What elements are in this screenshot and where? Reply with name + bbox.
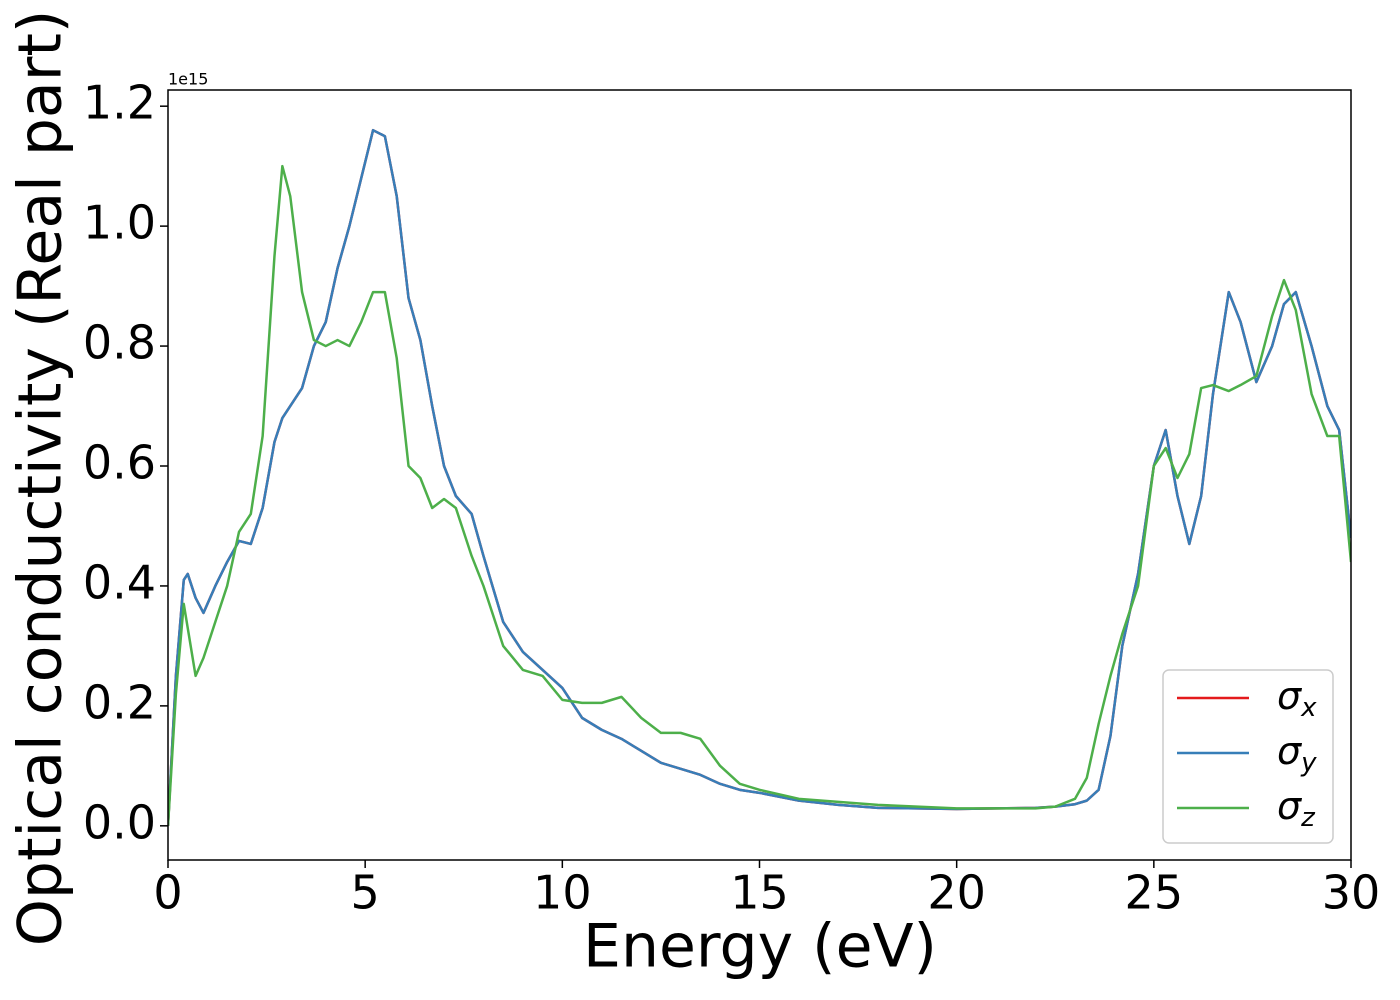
- legend-box: [1162, 669, 1334, 844]
- legend-subscript: x: [1300, 693, 1317, 723]
- y-tick-label: 1.0: [83, 196, 156, 250]
- x-tick-label: 10: [533, 866, 592, 920]
- legend-symbol: σ: [1277, 674, 1303, 718]
- x-tick-label: 25: [1125, 866, 1184, 920]
- line-series: [168, 164, 1351, 826]
- x-tick-label: 20: [927, 866, 986, 920]
- x-tick-label: 15: [730, 866, 789, 920]
- x-tick-label: 0: [153, 866, 182, 920]
- x-tick-label: 30: [1322, 866, 1381, 920]
- legend-subscript: z: [1300, 803, 1316, 833]
- plot-frame: [167, 89, 1352, 861]
- y-tick-label: 0.2: [83, 675, 156, 729]
- y-tick-label: 0.6: [83, 436, 156, 490]
- y-tick-label: 0.4: [83, 555, 156, 609]
- y-tick-label: 0.0: [83, 795, 156, 849]
- legend-label: σx: [1277, 674, 1317, 723]
- legend-symbol: σ: [1277, 784, 1303, 828]
- x-axis-label: Energy (eV): [583, 912, 937, 982]
- line-series: [168, 128, 1351, 826]
- y-offset-label: 1e15: [168, 70, 208, 89]
- y-tick-label: 1.2: [83, 76, 156, 130]
- legend-subscript: y: [1300, 748, 1317, 778]
- legend-symbol: σ: [1277, 729, 1303, 773]
- y-tick-label: 0.8: [83, 316, 156, 370]
- y-axis-label: Optical conductivity (Real part): [6, 10, 76, 947]
- x-tick-label: 5: [351, 866, 380, 920]
- legend-label: σz: [1277, 784, 1316, 833]
- legend-label: σy: [1277, 729, 1317, 778]
